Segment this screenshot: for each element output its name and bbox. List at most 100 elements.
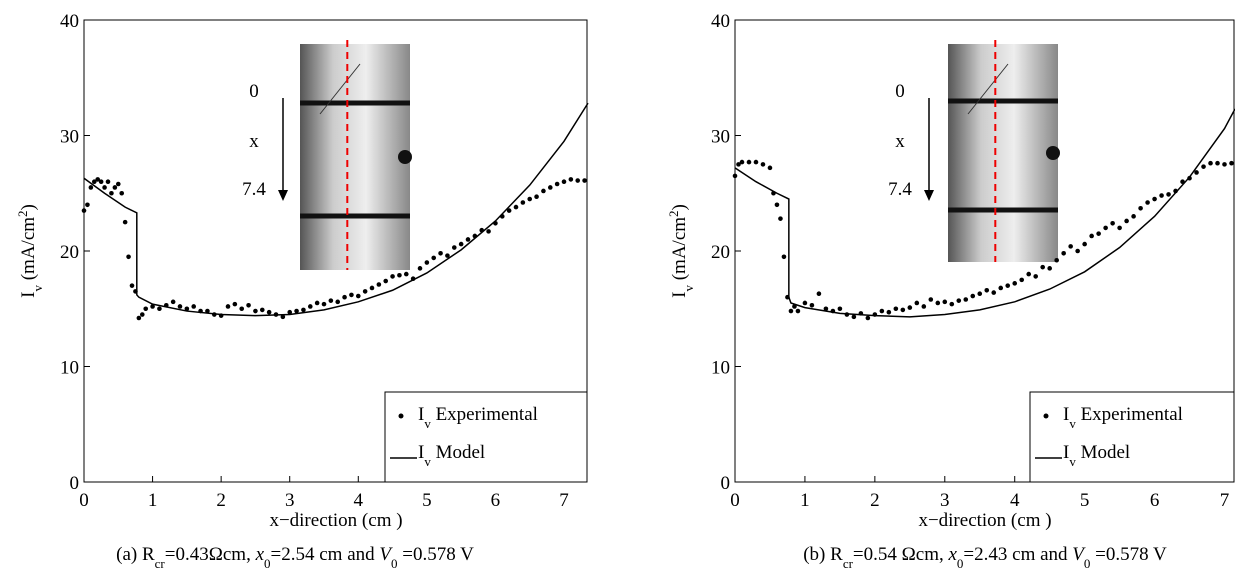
data-point bbox=[1005, 283, 1011, 288]
inset-arrowhead bbox=[278, 190, 288, 201]
y-tick-label: 40 bbox=[711, 11, 730, 32]
x-tick-label: 2 bbox=[870, 490, 880, 511]
x-tick-label: 0 bbox=[730, 490, 740, 511]
x-tick-label: 1 bbox=[148, 490, 158, 511]
data-point bbox=[1152, 196, 1157, 202]
data-point bbox=[266, 309, 272, 315]
caption-part: V bbox=[1072, 544, 1086, 565]
data-point bbox=[232, 301, 238, 307]
data-point bbox=[575, 178, 581, 183]
caption-part: 0 bbox=[1084, 556, 1091, 571]
inset-busbar bbox=[300, 213, 410, 219]
data-point bbox=[321, 301, 327, 307]
data-point bbox=[1215, 160, 1220, 166]
x-tick-label: 7 bbox=[559, 490, 569, 511]
data-point bbox=[1096, 231, 1101, 236]
caption-part: x bbox=[947, 544, 957, 565]
legend-entry-part: Model bbox=[1076, 442, 1130, 463]
data-point bbox=[879, 308, 885, 314]
inset-busbar bbox=[948, 207, 1058, 213]
data-point bbox=[561, 179, 567, 184]
data-point bbox=[554, 181, 560, 187]
caption-part: V bbox=[379, 544, 393, 565]
data-point bbox=[998, 285, 1004, 291]
data-point bbox=[335, 299, 341, 305]
legend-entry: Iv Model bbox=[418, 442, 485, 469]
data-point bbox=[527, 196, 533, 202]
data-point bbox=[788, 308, 794, 314]
x-tick-label: 1 bbox=[800, 490, 810, 511]
legend-entry-part: Experimental bbox=[1076, 404, 1183, 425]
data-point bbox=[767, 165, 773, 171]
data-point bbox=[301, 307, 306, 313]
caption-part: cr bbox=[843, 556, 854, 571]
data-point bbox=[778, 216, 783, 221]
inset-label: x bbox=[895, 131, 905, 152]
legend-entry-part: I bbox=[1063, 404, 1069, 425]
data-point bbox=[109, 190, 114, 196]
data-point bbox=[942, 299, 948, 305]
data-point bbox=[355, 293, 361, 299]
caption-part: cr bbox=[155, 556, 166, 571]
inset-label: 7.4 bbox=[888, 179, 912, 200]
data-point bbox=[1068, 244, 1073, 249]
legend-entry-part: I bbox=[418, 442, 424, 463]
data-point bbox=[157, 306, 162, 312]
data-point bbox=[795, 308, 801, 314]
data-point bbox=[451, 245, 457, 250]
data-point bbox=[547, 185, 553, 190]
legend-entry-part: I bbox=[1063, 442, 1069, 463]
data-point bbox=[314, 300, 320, 306]
x-tick-label: 7 bbox=[1220, 490, 1230, 511]
data-point bbox=[486, 229, 491, 234]
data-point bbox=[1138, 205, 1143, 211]
x-tick-label: 3 bbox=[940, 490, 950, 511]
data-point bbox=[1131, 214, 1136, 219]
y-axis-label-part: 2 bbox=[666, 210, 681, 217]
y-axis-label-part: (mA/cm bbox=[669, 217, 690, 285]
data-point bbox=[739, 159, 745, 165]
data-point bbox=[328, 298, 334, 303]
data-point bbox=[949, 301, 955, 307]
data-point bbox=[143, 306, 149, 312]
data-point bbox=[1047, 266, 1052, 271]
caption-part: =0.43Ωcm, bbox=[165, 544, 256, 565]
data-point bbox=[424, 260, 430, 265]
inset-busbar bbox=[300, 100, 410, 106]
data-point bbox=[177, 304, 183, 309]
y-axis-label-part: v bbox=[30, 285, 45, 292]
legend-entry: Iv Model bbox=[1063, 442, 1130, 469]
y-tick-label: 0 bbox=[70, 473, 80, 494]
data-point bbox=[984, 287, 990, 293]
data-point bbox=[362, 289, 368, 294]
data-point bbox=[1110, 220, 1115, 226]
data-point bbox=[991, 290, 997, 295]
caption-part: =0.54 Ωcm, bbox=[853, 544, 949, 565]
data-point bbox=[823, 306, 829, 312]
data-point bbox=[809, 302, 815, 308]
data-point bbox=[342, 294, 347, 300]
data-point bbox=[376, 282, 382, 287]
data-point bbox=[280, 314, 286, 320]
data-point bbox=[417, 266, 423, 271]
y-axis-label-part: I bbox=[18, 292, 39, 298]
data-point bbox=[239, 306, 245, 312]
data-point bbox=[1054, 257, 1059, 263]
legend-box bbox=[1029, 391, 1235, 483]
x-axis-label: x−direction (cm ) bbox=[918, 510, 1051, 531]
caption-part: 0 bbox=[957, 556, 964, 571]
data-point bbox=[225, 304, 231, 309]
y-axis-label-part: ) bbox=[18, 204, 39, 210]
caption: (b) Rcr=0.54 Ωcm, x0=2.43 cm and V0 =0.5… bbox=[803, 544, 1167, 571]
data-point bbox=[732, 173, 738, 179]
data-point bbox=[397, 272, 402, 278]
inset-label: 0 bbox=[895, 81, 905, 102]
data-point bbox=[956, 298, 962, 303]
data-point bbox=[115, 181, 121, 187]
data-point bbox=[458, 241, 464, 247]
inset-busbar bbox=[948, 98, 1058, 104]
inset-label: x bbox=[249, 131, 259, 152]
inset-image bbox=[948, 44, 1058, 262]
